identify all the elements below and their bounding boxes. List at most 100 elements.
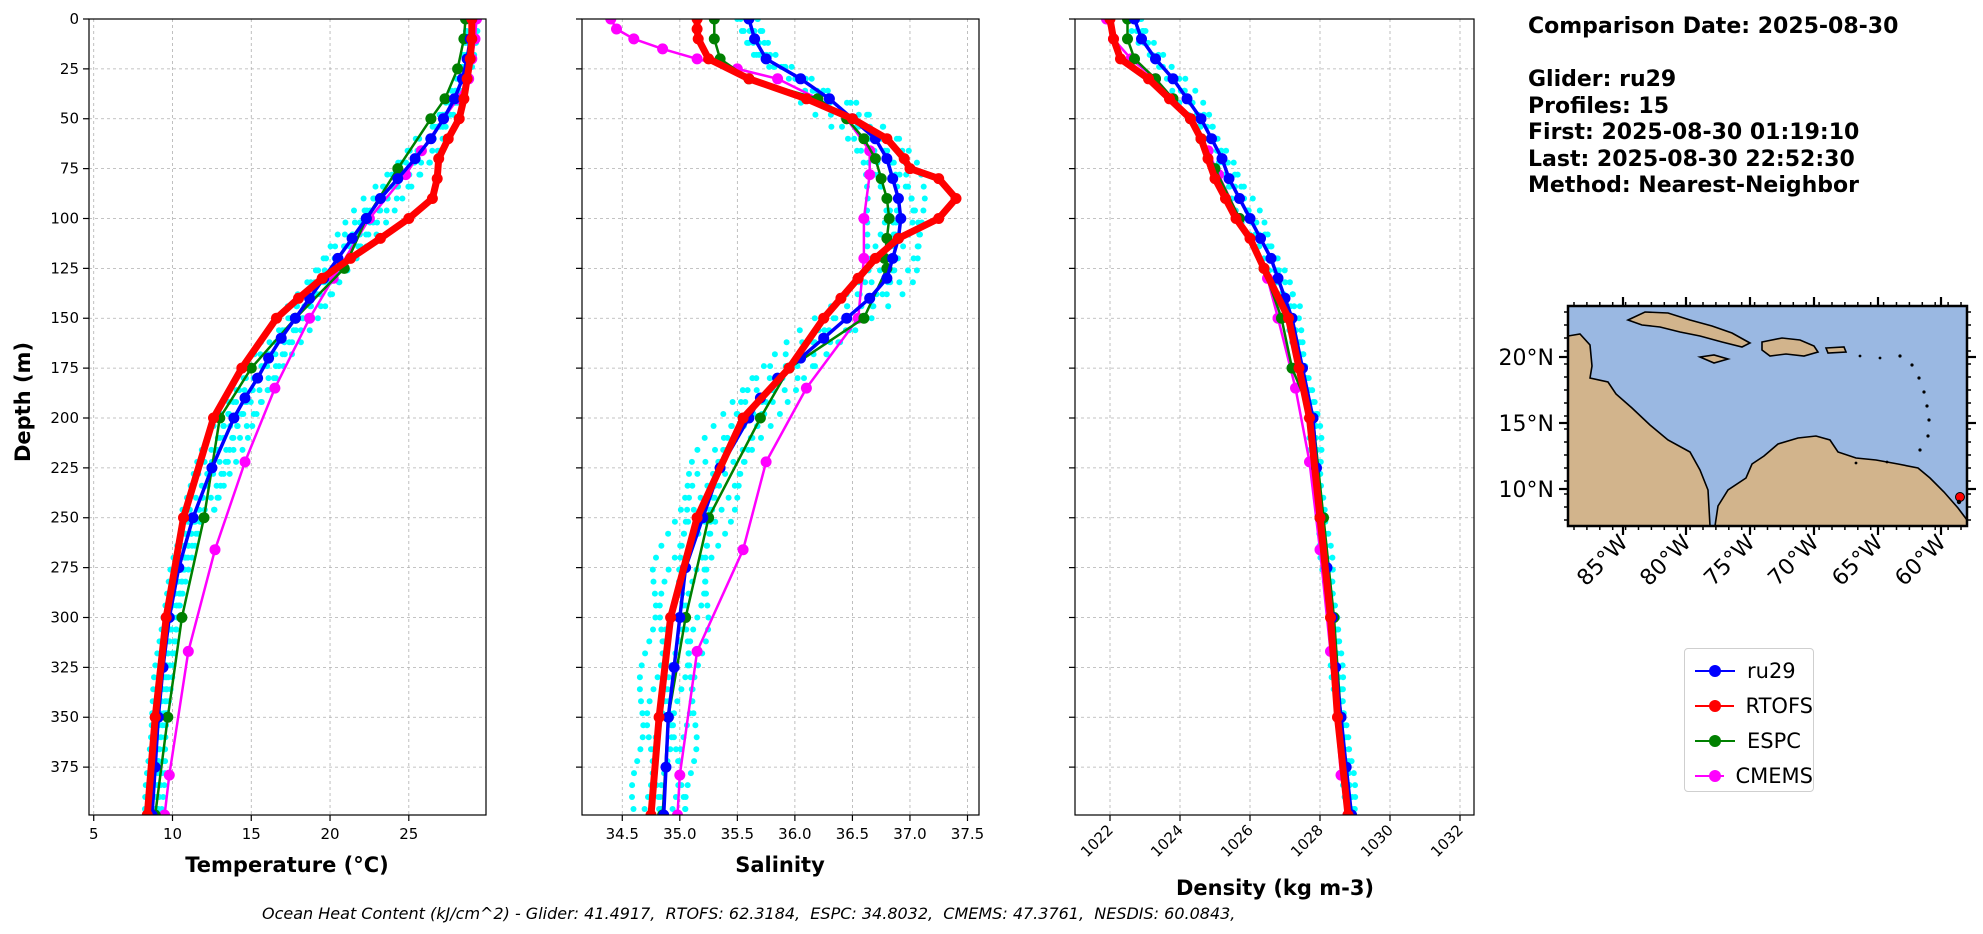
profile-point — [909, 219, 916, 226]
profile-point — [909, 279, 916, 286]
axes-frame — [1074, 18, 1475, 816]
profile-point — [327, 243, 334, 250]
profile-point — [1318, 434, 1325, 441]
legend-label: RTOFS — [1745, 693, 1813, 718]
series-point-rtofs — [852, 272, 864, 284]
profile-point — [684, 506, 691, 513]
series-point-ru29 — [749, 33, 761, 45]
series-point-ru29 — [887, 173, 899, 185]
profile-point — [694, 470, 701, 477]
profile-point — [1160, 51, 1167, 58]
profile-point — [216, 458, 223, 465]
profile-point — [702, 554, 709, 561]
profile-point — [329, 291, 336, 298]
profile-point — [351, 207, 357, 214]
profile-point — [281, 351, 288, 358]
profile-point — [682, 794, 689, 800]
profile-point — [658, 590, 665, 597]
profile-point — [729, 399, 736, 405]
profile-point — [1206, 111, 1213, 118]
profile-point — [266, 339, 273, 346]
series-point-espc — [1122, 33, 1133, 45]
profile-point — [900, 243, 907, 250]
series-point-ru29 — [1206, 133, 1217, 145]
x-tick-label: 1030 — [1357, 821, 1397, 861]
profile-point — [812, 363, 818, 370]
map-lon-label: 70°W — [1764, 530, 1825, 591]
series-point-espc — [245, 362, 257, 374]
series-point-rtofs — [835, 292, 847, 304]
profile-point — [704, 602, 711, 609]
profile-point — [351, 219, 358, 226]
profile-point — [272, 375, 279, 382]
profile-point — [828, 123, 835, 130]
series-point-espc — [881, 232, 893, 244]
profile-point — [720, 411, 727, 417]
profile-point — [241, 387, 248, 394]
series-point-rtofs — [403, 213, 415, 224]
series-point-rtofs — [1115, 53, 1126, 65]
series-point-cmems — [269, 382, 281, 394]
profile-point — [905, 267, 911, 274]
profile-point — [674, 698, 681, 705]
series-point-rtofs — [431, 173, 443, 185]
x-tick-label: 1022 — [1077, 821, 1117, 861]
x-tick-label: 25 — [399, 825, 418, 843]
profile-point — [759, 28, 766, 34]
series-point-rtofs — [869, 252, 881, 264]
profile-point — [845, 135, 851, 142]
series-point-rtofs — [1230, 213, 1242, 224]
series-point-ru29 — [346, 232, 358, 244]
series-line-ru29 — [1132, 19, 1354, 815]
profile-point — [224, 458, 231, 465]
profile-point — [176, 602, 183, 609]
series-point-ru29 — [228, 412, 240, 424]
profile-point — [844, 303, 851, 310]
y-tick-label: 300 — [50, 608, 79, 626]
series-point-espc — [162, 711, 174, 723]
profile-point — [868, 315, 875, 322]
profile-point — [771, 351, 778, 358]
profile-point — [211, 506, 218, 513]
profile-point — [1300, 351, 1307, 358]
x-tick-label: 36.5 — [836, 825, 869, 843]
profile-point — [315, 267, 322, 274]
series-point-cmems — [864, 169, 876, 181]
series-point-rtofs — [892, 232, 904, 244]
profile-point — [731, 506, 738, 513]
profile-point — [669, 806, 676, 812]
profile-point — [1128, 28, 1135, 34]
profile-point — [220, 423, 227, 429]
profile-point — [429, 147, 436, 154]
profile-point — [156, 746, 163, 753]
profile-point — [754, 19, 761, 22]
profile-point — [162, 758, 169, 765]
profile-point — [322, 303, 329, 310]
series-point-rtofs — [645, 809, 657, 815]
series-point-rtofs — [1164, 93, 1175, 105]
map-land-south-america — [1714, 435, 1967, 526]
profile-point — [896, 171, 903, 178]
series-point-rtofs — [1143, 73, 1154, 85]
profile-point — [642, 650, 649, 657]
salinity-panel: 34.5 35.0 35.5 36.0 36.5 37.0 37.5 — [576, 18, 984, 843]
profile-point — [1209, 123, 1216, 130]
x-tick-label: 15 — [242, 825, 261, 843]
series-point-rtofs — [160, 612, 172, 623]
profile-point — [656, 602, 663, 609]
series-point-rtofs — [933, 213, 945, 224]
map-lat-label: 20°N — [1499, 346, 1554, 371]
profile-point — [220, 482, 227, 489]
series-line-espc — [153, 19, 467, 815]
profile-point — [249, 423, 256, 429]
profile-point — [851, 135, 858, 142]
profile-point — [383, 219, 390, 226]
series-point-rtofs — [1108, 33, 1119, 45]
profile-point — [839, 123, 845, 130]
series-point-ru29 — [239, 392, 251, 404]
series-point-rtofs — [426, 193, 438, 204]
profile-point — [853, 99, 860, 106]
series-point-rtofs — [783, 362, 795, 374]
profile-point — [908, 195, 915, 202]
series-point-ru29 — [881, 153, 893, 165]
